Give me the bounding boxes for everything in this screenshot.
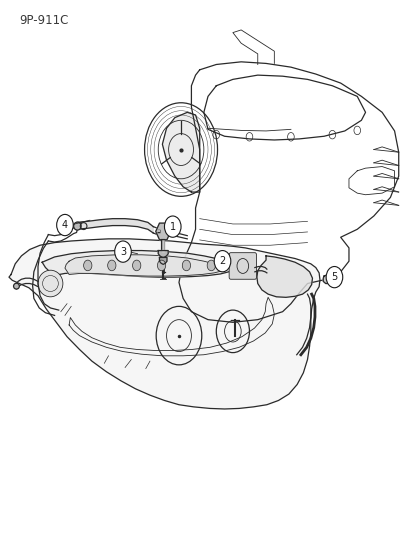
Polygon shape <box>257 256 312 297</box>
Ellipse shape <box>74 222 81 230</box>
Text: 4: 4 <box>62 220 68 230</box>
Text: 1: 1 <box>170 222 176 232</box>
Polygon shape <box>77 219 153 233</box>
Ellipse shape <box>14 283 20 289</box>
Circle shape <box>57 214 73 236</box>
Polygon shape <box>156 223 171 240</box>
Polygon shape <box>162 112 200 192</box>
Circle shape <box>214 251 231 272</box>
Polygon shape <box>159 257 167 264</box>
Circle shape <box>115 241 131 262</box>
Polygon shape <box>65 255 225 276</box>
Circle shape <box>326 266 343 288</box>
Polygon shape <box>9 239 320 409</box>
Text: 2: 2 <box>219 256 225 266</box>
Polygon shape <box>158 251 168 257</box>
Polygon shape <box>323 274 333 284</box>
Text: 3: 3 <box>120 247 126 256</box>
Circle shape <box>157 260 166 271</box>
Circle shape <box>182 260 191 271</box>
Circle shape <box>207 260 215 271</box>
FancyBboxPatch shape <box>229 253 257 279</box>
Polygon shape <box>42 251 235 277</box>
Ellipse shape <box>38 270 63 297</box>
Circle shape <box>164 216 181 237</box>
Circle shape <box>133 260 141 271</box>
Text: 5: 5 <box>331 272 337 282</box>
Text: 9P-911C: 9P-911C <box>20 14 69 27</box>
Circle shape <box>84 260 92 271</box>
Circle shape <box>108 260 116 271</box>
